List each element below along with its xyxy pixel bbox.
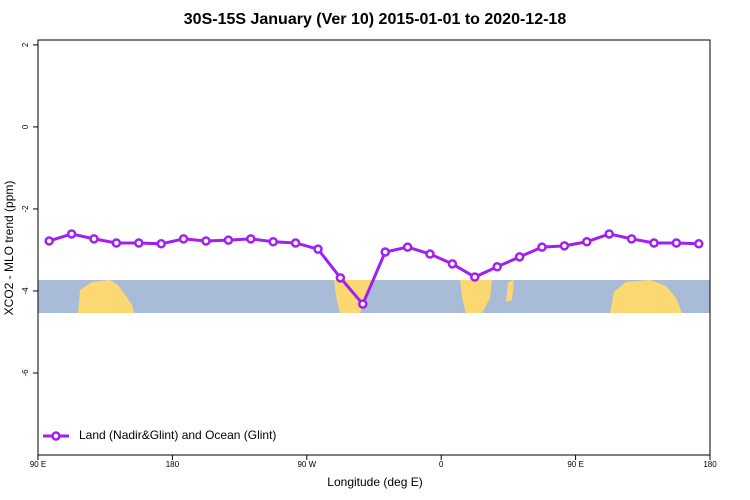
point [111,238,122,248]
y-tick-label: -4 [21,287,30,295]
land [506,280,514,302]
x-tick-label: 90 E [30,460,46,469]
map-band [38,280,710,313]
point [380,247,390,257]
point [44,236,54,246]
x-tick-label: 180 [703,460,717,469]
x-axis-label: Longitude (deg E) [327,475,422,489]
y-tick-label: 0 [21,124,30,129]
point [402,242,413,252]
point [178,234,189,244]
point [156,239,166,249]
y-axis-label: XCO2 - MLO trend (ppm) [2,181,16,316]
land [610,280,682,313]
legend-label: Land (Nadir&Glint) and Ocean (Glint) [79,428,276,442]
x-tick-label: 180 [166,460,180,469]
x-tick-label: 90 W [297,460,316,469]
plot-frame [37,39,711,456]
point [201,236,211,246]
y-tick-label: 2 [21,42,30,47]
x-tick-label: 0 [439,460,444,469]
point [290,238,301,248]
point [559,241,570,251]
point [671,238,682,248]
land [460,280,492,313]
point [514,252,525,262]
point [313,244,323,254]
point [134,238,144,248]
legend-marker [51,431,61,441]
point [425,249,435,259]
x-tick-label: 90 E [567,460,583,469]
point [470,272,480,282]
point [604,229,614,239]
point [358,299,368,309]
point [268,237,278,247]
y-tick-label: -6 [21,369,30,377]
point [335,273,346,283]
point [492,262,502,272]
point [246,234,256,244]
point [66,229,77,239]
point [626,234,637,244]
point [89,234,99,244]
point [447,259,458,269]
land [78,280,134,313]
point [582,237,592,247]
point [537,242,547,252]
point [694,239,704,249]
chart-title: 30S-15S January (Ver 10) 2015-01-01 to 2… [184,11,567,28]
y-tick-label: -2 [21,205,30,213]
point [223,235,234,245]
point [649,238,659,248]
ocean-band [38,280,710,313]
